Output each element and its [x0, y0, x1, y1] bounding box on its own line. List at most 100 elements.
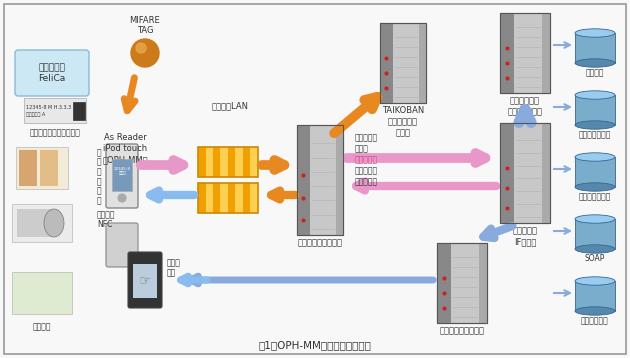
Text: ☞: ☞: [139, 273, 151, 287]
Text: TAIKOBAN
（職員認証）
サーバ: TAIKOBAN （職員認証） サーバ: [382, 106, 424, 137]
Bar: [133, 264, 157, 298]
Text: 12345-8
テスト: 12345-8 テスト: [113, 167, 130, 175]
FancyBboxPatch shape: [128, 252, 162, 308]
Bar: [198, 183, 205, 213]
Text: ・患者情報: ・患者情報: [355, 133, 378, 142]
Text: リストバンドバーコード: リストバンドバーコード: [30, 128, 81, 137]
Bar: [198, 147, 258, 177]
Bar: [575, 95, 615, 125]
Text: 患者属性: 患者属性: [586, 68, 604, 77]
Text: ・医療機器: ・医療機器: [355, 177, 378, 186]
Text: 電子カルテ
IFサーバ: 電子カルテ IFサーバ: [512, 226, 537, 246]
Text: 照合システムサーバ: 照合システムサーバ: [297, 238, 343, 247]
Ellipse shape: [575, 245, 615, 253]
Bar: [24, 97, 86, 122]
Text: As Reader
iPod touch
（OPH-MM）: As Reader iPod touch （OPH-MM）: [102, 133, 148, 164]
Circle shape: [118, 194, 126, 202]
Bar: [380, 23, 393, 103]
Bar: [251, 147, 258, 177]
Bar: [12, 204, 72, 242]
Text: 12345-8 M H.3.3.3: 12345-8 M H.3.3.3: [26, 105, 71, 110]
FancyBboxPatch shape: [4, 4, 626, 354]
Text: 画像システムサーバ: 画像システムサーバ: [440, 326, 484, 335]
Bar: [220, 183, 228, 213]
Ellipse shape: [44, 209, 64, 237]
Ellipse shape: [575, 29, 615, 37]
Bar: [542, 13, 550, 93]
Text: ・照合: ・照合: [355, 144, 369, 153]
Bar: [228, 147, 236, 177]
Bar: [220, 147, 228, 177]
Bar: [251, 183, 258, 213]
Bar: [297, 125, 343, 235]
Text: 医療機器: 医療機器: [33, 322, 51, 331]
Text: SOAP: SOAP: [585, 254, 605, 263]
Bar: [542, 123, 550, 223]
Text: フローシート: フローシート: [581, 316, 609, 325]
Bar: [500, 123, 514, 223]
Bar: [19, 150, 37, 186]
Ellipse shape: [575, 307, 615, 315]
Bar: [198, 147, 205, 177]
Bar: [205, 147, 213, 177]
Text: 処置オーダ実施: 処置オーダ実施: [579, 192, 611, 201]
Bar: [213, 147, 220, 177]
Text: 図1　OPH-MMのシステム構成図: 図1 OPH-MMのシステム構成図: [258, 340, 372, 350]
Bar: [437, 243, 487, 323]
Text: MIFARE
TAG: MIFARE TAG: [130, 16, 161, 35]
Bar: [297, 125, 310, 235]
Bar: [575, 281, 615, 311]
Bar: [500, 13, 550, 93]
Ellipse shape: [575, 59, 615, 67]
Bar: [228, 183, 236, 213]
Bar: [243, 183, 251, 213]
Bar: [213, 183, 220, 213]
Bar: [40, 150, 58, 186]
Bar: [205, 183, 213, 213]
Bar: [500, 123, 550, 223]
Bar: [243, 147, 251, 177]
Bar: [16, 147, 68, 189]
Bar: [236, 183, 243, 213]
FancyBboxPatch shape: [106, 223, 138, 267]
FancyBboxPatch shape: [106, 144, 138, 208]
Text: 生体情報管理
システムサーバ: 生体情報管理 システムサーバ: [508, 96, 542, 116]
Bar: [297, 125, 343, 235]
Circle shape: [136, 43, 146, 53]
Bar: [12, 272, 72, 314]
Bar: [575, 219, 615, 249]
Bar: [500, 13, 550, 93]
Bar: [500, 13, 514, 93]
Circle shape: [131, 39, 159, 67]
Bar: [437, 243, 487, 323]
Text: ・輸血注射: ・輸血注射: [355, 155, 378, 164]
Bar: [17, 209, 52, 237]
Bar: [437, 243, 451, 323]
FancyBboxPatch shape: [15, 50, 89, 96]
Text: ・処置計測: ・処置計測: [355, 166, 378, 175]
Text: 院内無線LAN: 院内無線LAN: [212, 101, 248, 110]
Bar: [575, 33, 615, 63]
Bar: [575, 157, 615, 187]
Bar: [380, 23, 426, 103]
Bar: [236, 147, 243, 177]
Ellipse shape: [575, 277, 615, 285]
Bar: [479, 243, 487, 323]
Bar: [198, 183, 258, 213]
Bar: [419, 23, 426, 103]
Bar: [112, 159, 132, 191]
Text: テスト患者 A: テスト患者 A: [26, 112, 45, 117]
Ellipse shape: [575, 183, 615, 191]
Text: 輸
血
注
射
検
体: 輸 血 注 射 検 体: [97, 148, 101, 205]
Text: 職員カード
FeliCa: 職員カード FeliCa: [38, 63, 66, 83]
Ellipse shape: [575, 121, 615, 129]
Bar: [336, 125, 343, 235]
Text: 測定機器
NFC: 測定機器 NFC: [97, 210, 115, 229]
Ellipse shape: [575, 91, 615, 99]
Text: カメラ
写真: カメラ 写真: [167, 258, 181, 278]
Bar: [380, 23, 426, 103]
Bar: [500, 123, 550, 223]
Bar: [73, 102, 85, 120]
Ellipse shape: [575, 153, 615, 161]
Text: 注射オーダ実施: 注射オーダ実施: [579, 130, 611, 139]
